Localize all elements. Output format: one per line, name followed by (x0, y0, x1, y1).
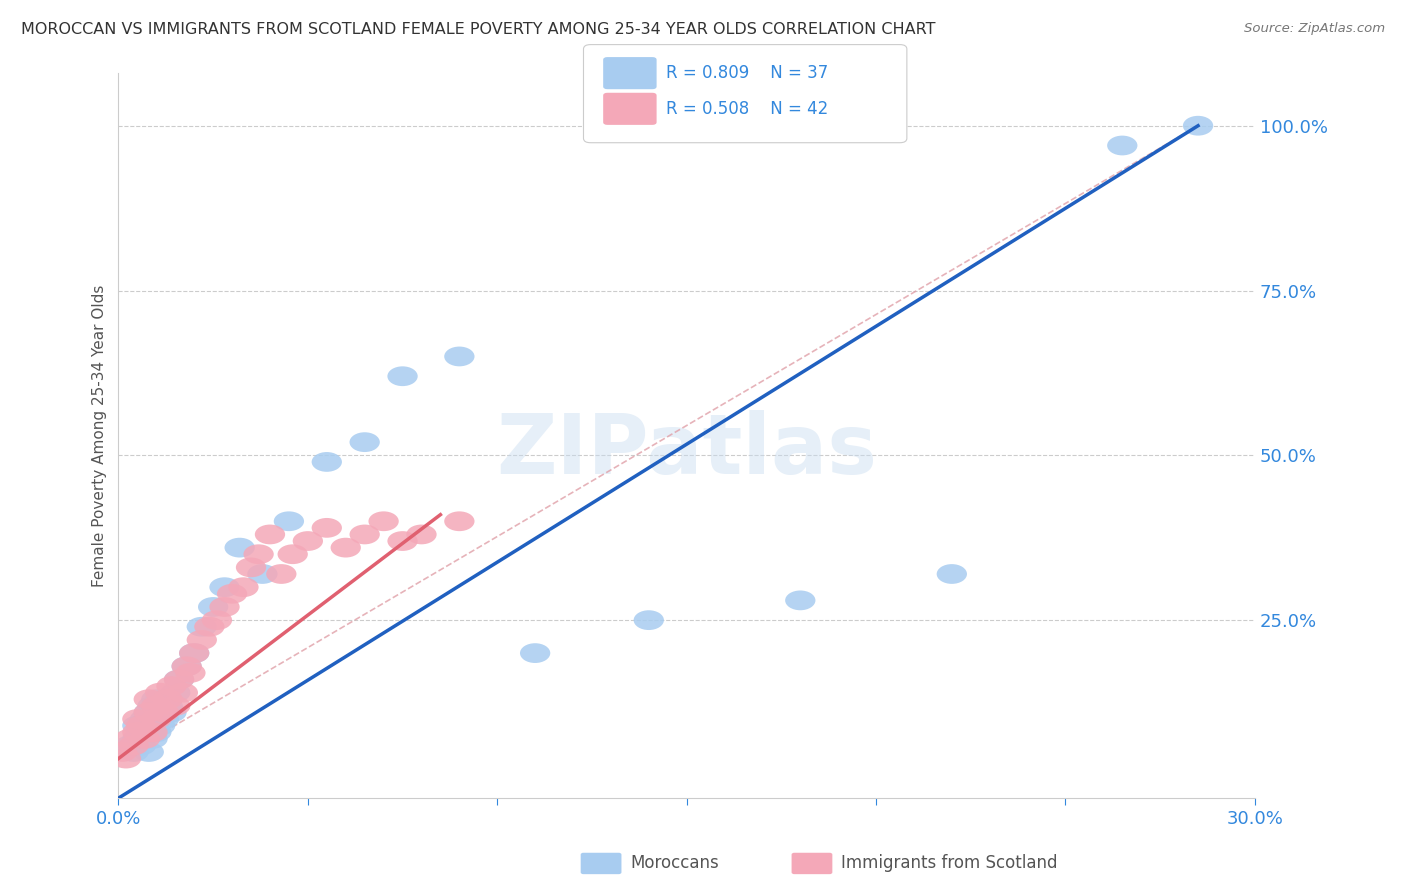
Ellipse shape (936, 564, 967, 584)
Ellipse shape (209, 597, 239, 617)
Ellipse shape (247, 564, 277, 584)
Ellipse shape (217, 584, 247, 604)
Ellipse shape (274, 511, 304, 531)
Ellipse shape (1107, 136, 1137, 155)
Ellipse shape (444, 511, 474, 531)
Ellipse shape (194, 617, 225, 637)
Ellipse shape (209, 577, 239, 597)
Text: ZIPatlas: ZIPatlas (496, 409, 877, 491)
Ellipse shape (160, 696, 190, 715)
Ellipse shape (292, 531, 323, 551)
Ellipse shape (388, 367, 418, 386)
Ellipse shape (138, 723, 167, 742)
Ellipse shape (179, 643, 209, 663)
Ellipse shape (165, 670, 194, 690)
Ellipse shape (254, 524, 285, 544)
Ellipse shape (152, 696, 183, 715)
Ellipse shape (127, 736, 156, 756)
Ellipse shape (118, 736, 149, 756)
Ellipse shape (156, 676, 187, 696)
Ellipse shape (149, 709, 179, 729)
Ellipse shape (141, 723, 172, 742)
Ellipse shape (165, 670, 194, 690)
Ellipse shape (141, 709, 172, 729)
Ellipse shape (350, 433, 380, 452)
Ellipse shape (149, 703, 179, 723)
Ellipse shape (388, 531, 418, 551)
Ellipse shape (122, 715, 152, 736)
Ellipse shape (330, 538, 361, 558)
Ellipse shape (176, 663, 205, 682)
Ellipse shape (138, 696, 167, 715)
Ellipse shape (444, 347, 474, 367)
Ellipse shape (266, 564, 297, 584)
Ellipse shape (134, 690, 165, 709)
Ellipse shape (167, 682, 198, 703)
Ellipse shape (236, 558, 266, 577)
Ellipse shape (350, 524, 380, 544)
Ellipse shape (312, 452, 342, 472)
Ellipse shape (134, 703, 165, 723)
Ellipse shape (179, 643, 209, 663)
Text: R = 0.508    N = 42: R = 0.508 N = 42 (666, 100, 828, 118)
Ellipse shape (406, 524, 437, 544)
Ellipse shape (243, 544, 274, 564)
Ellipse shape (312, 518, 342, 538)
Ellipse shape (198, 597, 228, 617)
Ellipse shape (115, 729, 145, 748)
Text: Moroccans: Moroccans (630, 855, 718, 872)
Ellipse shape (187, 617, 217, 637)
Ellipse shape (122, 723, 152, 742)
Ellipse shape (202, 610, 232, 630)
Ellipse shape (107, 742, 138, 762)
Ellipse shape (134, 703, 165, 723)
Ellipse shape (141, 690, 172, 709)
Ellipse shape (172, 657, 202, 676)
Ellipse shape (145, 715, 176, 736)
Ellipse shape (160, 682, 190, 703)
Ellipse shape (118, 742, 149, 762)
Text: MOROCCAN VS IMMIGRANTS FROM SCOTLAND FEMALE POVERTY AMONG 25-34 YEAR OLDS CORREL: MOROCCAN VS IMMIGRANTS FROM SCOTLAND FEM… (21, 22, 935, 37)
Ellipse shape (634, 610, 664, 630)
Ellipse shape (156, 703, 187, 723)
Ellipse shape (277, 544, 308, 564)
Ellipse shape (129, 723, 160, 742)
Text: Source: ZipAtlas.com: Source: ZipAtlas.com (1244, 22, 1385, 36)
Ellipse shape (134, 742, 165, 762)
Ellipse shape (141, 696, 172, 715)
Ellipse shape (145, 682, 176, 703)
Ellipse shape (172, 657, 202, 676)
Ellipse shape (111, 748, 141, 769)
Ellipse shape (228, 577, 259, 597)
Ellipse shape (520, 643, 550, 663)
Ellipse shape (1182, 116, 1213, 136)
Ellipse shape (129, 729, 160, 748)
Ellipse shape (122, 709, 152, 729)
Ellipse shape (115, 736, 145, 756)
Ellipse shape (225, 538, 254, 558)
Ellipse shape (127, 715, 156, 736)
Ellipse shape (187, 630, 217, 649)
Ellipse shape (152, 690, 183, 709)
Text: R = 0.809    N = 37: R = 0.809 N = 37 (666, 64, 828, 82)
Y-axis label: Female Poverty Among 25-34 Year Olds: Female Poverty Among 25-34 Year Olds (93, 285, 107, 587)
Ellipse shape (122, 729, 152, 748)
Ellipse shape (785, 591, 815, 610)
Ellipse shape (138, 729, 167, 748)
Text: Immigrants from Scotland: Immigrants from Scotland (841, 855, 1057, 872)
Ellipse shape (129, 709, 160, 729)
Ellipse shape (368, 511, 399, 531)
